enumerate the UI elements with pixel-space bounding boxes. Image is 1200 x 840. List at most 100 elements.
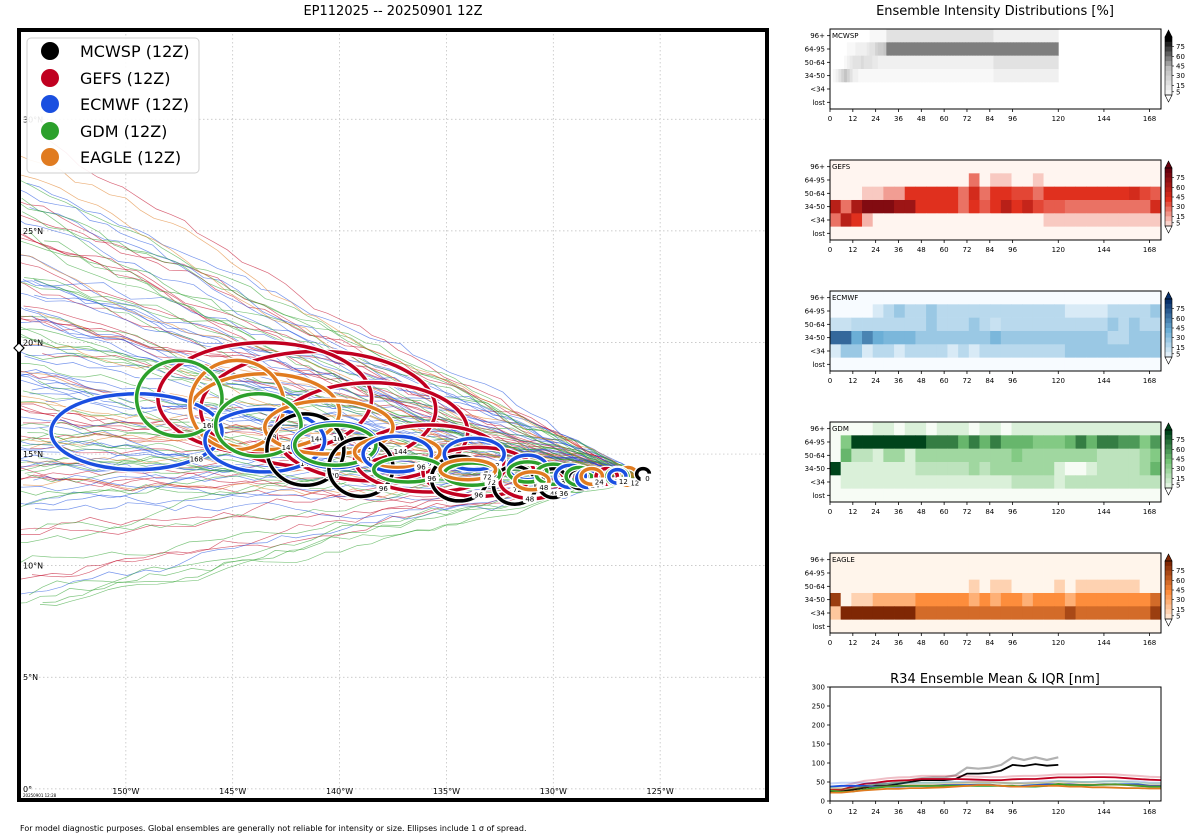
heatmap-cell xyxy=(1054,199,1066,214)
heatmap-cell xyxy=(897,95,901,110)
heatmap-cell xyxy=(875,82,879,96)
heatmap-cell xyxy=(883,213,895,227)
heatmap-cell xyxy=(1032,42,1037,56)
heatmap-cell xyxy=(830,606,842,620)
heatmap-cell xyxy=(1064,186,1076,201)
heatmap-cell xyxy=(861,68,865,83)
heatmap-cell xyxy=(1022,606,1034,620)
heatmap-cell xyxy=(915,226,927,241)
heatmap-cell xyxy=(1075,566,1087,580)
heatmap-xlabel: 60 xyxy=(940,508,949,516)
lon-tick-label: 125°W xyxy=(647,787,674,796)
colorbar-segment xyxy=(1165,41,1172,47)
heatmap-cell xyxy=(990,448,1002,463)
colorbar-segment xyxy=(1165,439,1172,445)
heatmap-cell xyxy=(1049,29,1054,43)
heatmap-cell xyxy=(830,213,842,227)
ellipse-ring xyxy=(265,412,346,488)
heatmap-cell xyxy=(883,317,895,332)
heatmap-cell xyxy=(1022,448,1034,463)
heatmap-frame xyxy=(829,290,1162,372)
colorbar-label: 5 xyxy=(1176,350,1180,358)
heatmap-cell xyxy=(1054,435,1066,449)
heatmap-cell xyxy=(1118,304,1130,318)
heatmap-cell xyxy=(917,68,921,83)
heatmap-cell xyxy=(1118,213,1130,227)
heatmap-xlabel: 144 xyxy=(1097,377,1111,385)
heatmap-cell xyxy=(1011,435,1023,449)
heatmap-cell xyxy=(939,95,944,110)
colorbar-segment xyxy=(1165,80,1172,86)
legend-label-gdm: GDM (12Z) xyxy=(80,122,167,141)
legend-label-ecmwf: ECMWF (12Z) xyxy=(80,95,189,114)
heatmap-cell xyxy=(915,592,927,607)
heatmap-cell xyxy=(1150,553,1162,567)
heatmap-cell xyxy=(904,566,916,580)
heatmap-cell xyxy=(1075,330,1087,345)
heatmap-xlabel: 120 xyxy=(1052,115,1065,123)
heatmap-cell xyxy=(872,199,884,214)
heatmap-cell xyxy=(1000,606,1012,620)
heatmap-cell xyxy=(894,68,899,83)
heatmap-cell xyxy=(900,55,904,70)
heatmap-ylabel: 50-64 xyxy=(805,583,826,591)
heatmap-cell xyxy=(973,42,977,56)
ensemble-track-eagle xyxy=(20,174,639,477)
heatmap-cell xyxy=(915,579,927,594)
colorbar-segment xyxy=(1165,323,1172,329)
heatmap-cell xyxy=(840,291,852,305)
heatmap-xlabel: 84 xyxy=(985,508,994,516)
heatmap-cell xyxy=(926,357,938,372)
heatmap-cell xyxy=(939,55,944,70)
heatmap-cell xyxy=(968,160,980,174)
heatmap-ylabel: 96+ xyxy=(810,425,825,433)
heatmap-cell xyxy=(1043,553,1055,567)
heatmap-cell xyxy=(951,55,955,70)
heatmap-xlabel: 168 xyxy=(1143,115,1156,123)
heatmap-cell xyxy=(979,475,991,489)
heatmap-cell xyxy=(968,619,980,634)
heatmap-cell xyxy=(1075,291,1087,305)
heatmap-cell xyxy=(851,199,863,214)
heatmap-cell xyxy=(862,173,874,187)
heatmap-ylabel: 34-50 xyxy=(805,596,825,604)
heatmap-cell xyxy=(965,82,969,96)
heatmap-cell xyxy=(1086,619,1098,634)
heatmap-cell xyxy=(976,82,980,96)
heatmap-cell xyxy=(862,422,874,436)
heatmap-cell xyxy=(990,95,994,110)
heatmap-cell xyxy=(1086,226,1098,241)
colorbar-segment xyxy=(1165,347,1172,353)
heatmap-cell xyxy=(1024,95,1028,110)
heatmap-cell xyxy=(1047,29,1051,43)
heatmap-cell xyxy=(958,422,970,436)
heatmap-cell xyxy=(968,357,980,372)
heatmap-cell xyxy=(858,68,862,83)
ellipse-hour-label: 168 xyxy=(203,422,216,430)
heatmap-cell xyxy=(925,29,930,43)
colorbar-segment xyxy=(1165,318,1172,324)
heatmap-cell xyxy=(926,461,938,476)
ellipse-hour-box xyxy=(393,446,408,456)
heatmap-cell xyxy=(947,291,959,305)
ellipse-hour-label: 12 xyxy=(630,479,639,487)
heatmap-cell xyxy=(851,422,863,436)
heatmap-cell xyxy=(883,448,895,463)
heatmap-cell xyxy=(936,422,948,436)
heatmap-cell xyxy=(862,475,874,489)
ellipse-hour-label: 48 xyxy=(539,484,548,492)
heatmap-cell xyxy=(851,566,863,580)
heatmap-cell xyxy=(1150,173,1162,187)
heatmap-cell xyxy=(990,226,1002,241)
heatmap-cell xyxy=(911,29,915,43)
colorbar-label: 75 xyxy=(1176,567,1185,575)
heatmap-cell xyxy=(869,95,873,110)
lon-tick-label: 150°W xyxy=(112,787,139,796)
heatmap-cell xyxy=(883,592,895,607)
heatmap-cell xyxy=(1038,95,1042,110)
ensemble-track-eagle xyxy=(19,254,639,477)
heatmap-cell xyxy=(970,68,975,83)
heatmap-cell xyxy=(926,619,938,634)
heatmap-cell xyxy=(849,55,853,70)
heatmap-cell xyxy=(990,317,1002,332)
